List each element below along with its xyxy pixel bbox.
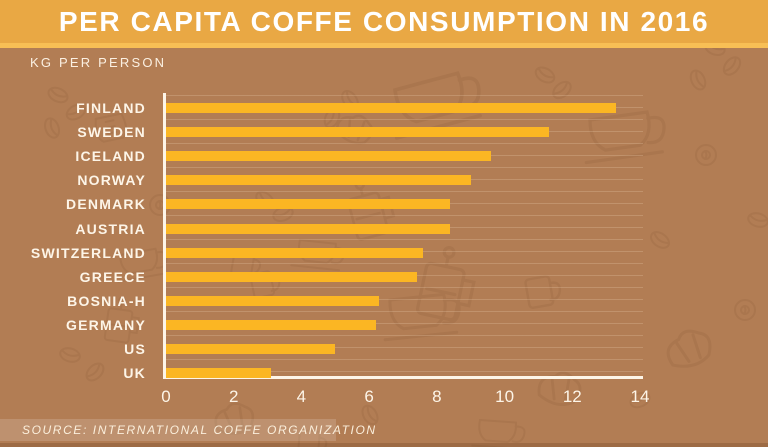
country-label-uk: UK <box>123 365 146 382</box>
bar-uk <box>166 368 271 379</box>
bar-austria <box>166 223 451 234</box>
country-label-greece: GREECE <box>79 268 146 285</box>
x-axis-line <box>163 376 643 379</box>
country-label-germany: GERMANY <box>66 316 146 333</box>
country-label-sweden: SWEDEN <box>77 124 146 141</box>
x-tick-6: 6 <box>364 387 374 406</box>
x-tick-14: 14 <box>630 387 650 406</box>
bar-sweden <box>166 127 549 138</box>
country-label-us: US <box>124 341 146 357</box>
x-tick-12: 12 <box>562 387 582 406</box>
bar-denmark <box>166 199 451 210</box>
bar-finland <box>166 103 617 113</box>
source-bar: SOURCE: INTERNATIONAL COFFE ORGANIZATION <box>0 419 375 441</box>
country-label-iceland: ICELAND <box>75 148 146 165</box>
country-label-austria: AUSTRIA <box>75 220 146 237</box>
banner-accent-strip <box>0 43 768 48</box>
bar-norway <box>166 175 471 186</box>
source-text: SOURCE: INTERNATIONAL COFFE ORGANIZATION <box>22 423 377 437</box>
country-label-denmark: DENMARK <box>66 196 146 213</box>
bar-bosnia-h <box>166 295 380 306</box>
bar-switzerland <box>166 247 424 258</box>
country-label-finland: FINLAND <box>76 100 146 116</box>
x-tick-0: 0 <box>161 387 171 406</box>
plot-gridlines <box>163 95 643 379</box>
bar-us <box>166 344 336 354</box>
country-label-bosnia-h: BOSNIA-H <box>67 292 146 309</box>
bar-greece <box>166 271 417 282</box>
axis-unit-label: KG PER PERSON <box>30 55 167 70</box>
x-tick-2: 2 <box>228 387 239 406</box>
country-label-switzerland: SWITZERLAND <box>30 244 146 261</box>
bar-germany <box>166 319 376 330</box>
x-tick-8: 8 <box>432 387 442 406</box>
chart-title: PER CAPITA COFFE CONSUMPTION IN 2016 <box>58 5 710 37</box>
title-banner: PER CAPITA COFFE CONSUMPTION IN 2016 <box>0 0 768 43</box>
y-axis-line <box>163 93 166 379</box>
x-tick-10: 10 <box>495 387 515 406</box>
x-tick-4: 4 <box>296 387 307 406</box>
bar-iceland <box>166 151 491 162</box>
bottom-edge-shadow <box>0 443 768 447</box>
country-label-norway: NORWAY <box>77 172 146 189</box>
